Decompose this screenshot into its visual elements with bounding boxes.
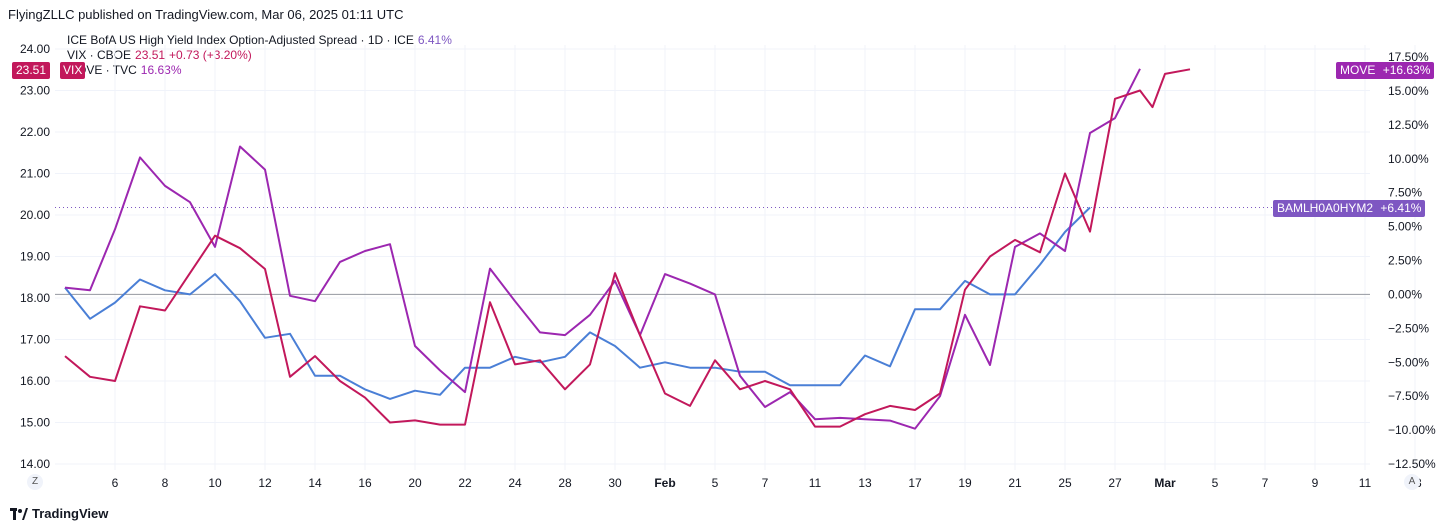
left-tick-label: 20.00 xyxy=(20,208,50,222)
x-tick-label: 9 xyxy=(1312,476,1319,490)
vix-price-badge: 23.51 xyxy=(12,62,51,79)
x-tick-label: 6 xyxy=(112,476,119,490)
left-tick-label: 21.00 xyxy=(20,167,50,181)
x-tick-label: 12 xyxy=(258,476,272,490)
x-tick-label: 13 xyxy=(858,476,872,490)
right-tick-label: −2.50% xyxy=(1388,321,1429,335)
brand-name: TradingView xyxy=(32,506,109,521)
vix-label-badge: VIX xyxy=(60,62,86,79)
publish-attribution: FlyingZLLC published on TradingView.com,… xyxy=(8,7,404,22)
right-tick-label: 12.50% xyxy=(1388,118,1429,132)
move-badge: MOVE +16.63% xyxy=(1336,62,1435,79)
x-tick-label: 22 xyxy=(458,476,472,490)
bamlh-badge: BAMLH0A0HYM2 +6.41% xyxy=(1273,200,1426,217)
right-tick-label: −7.50% xyxy=(1388,389,1429,403)
series-line-bamlh0a0hym2 xyxy=(64,206,1091,400)
left-scale-label: Z xyxy=(31,476,39,487)
x-tick-label: 27 xyxy=(1108,476,1122,490)
legend-vix-change: +0.73 (+3.20%) xyxy=(169,48,252,62)
right-tick-label: −5.00% xyxy=(1388,355,1429,369)
right-scale-label: A xyxy=(1408,476,1416,487)
x-tick-label: 7 xyxy=(1262,476,1269,490)
right-tick-label: 17.50% xyxy=(1388,50,1429,64)
right-tick-label: 2.50% xyxy=(1388,254,1422,268)
series-line-move xyxy=(64,68,1141,430)
x-tick-label: 8 xyxy=(162,476,169,490)
tradingview-logo-icon xyxy=(10,507,28,520)
x-tick-label: 16 xyxy=(358,476,372,490)
right-tick-label: 0.00% xyxy=(1388,287,1422,301)
left-tick-label: 19.00 xyxy=(20,250,50,264)
x-tick-label: 5 xyxy=(712,476,719,490)
right-scale-button[interactable]: A xyxy=(1404,474,1420,490)
left-tick-label: 23.00 xyxy=(20,84,50,98)
left-scale-button[interactable]: Z xyxy=(27,474,43,490)
x-tick-label: Feb xyxy=(654,476,675,490)
legend-bamlh-name: ICE BofA US High Yield Index Option-Adju… xyxy=(67,33,414,47)
x-tick-label: 20 xyxy=(408,476,422,490)
vix-price-badge-value: 23.51 xyxy=(16,63,47,77)
x-tick-label: 5 xyxy=(1212,476,1219,490)
left-tick-label: 22.00 xyxy=(20,125,50,139)
x-tick-label: Mar xyxy=(1154,476,1176,490)
x-tick-label: 14 xyxy=(308,476,322,490)
move-badge-label: MOVE xyxy=(1340,63,1376,77)
right-tick-label: 10.00% xyxy=(1388,152,1429,166)
x-tick-label: 7 xyxy=(762,476,769,490)
bamlh-badge-label: BAMLH0A0HYM2 xyxy=(1277,201,1374,215)
left-tick-label: 15.00 xyxy=(20,416,50,430)
chart-canvas[interactable]: 6 8 10 12 14 16 20 22 24 28 30 Feb 5 7 11 13 17 19 21 25 27 M… xyxy=(0,0,1456,500)
tradingview-brand[interactable]: TradingView xyxy=(10,506,108,521)
legend-bamlh-value: 6.41% xyxy=(417,33,452,47)
x-tick-label: 11 xyxy=(809,476,822,490)
legend-vix-value: 23.51 xyxy=(135,48,166,62)
bamlh-badge-value: +6.41% xyxy=(1380,201,1422,215)
right-tick-label: −12.50% xyxy=(1388,457,1436,471)
x-tick-label: 24 xyxy=(508,476,522,490)
left-tick-label: 16.00 xyxy=(20,374,50,388)
vix-label-badge-text: VIX xyxy=(63,63,83,77)
x-tick-label: 28 xyxy=(558,476,572,490)
left-tick-label: 14.00 xyxy=(20,457,50,471)
right-tick-label: 5.00% xyxy=(1388,220,1422,234)
series-line-vix xyxy=(64,68,1191,428)
x-tick-label: 11 xyxy=(1359,476,1372,490)
right-tick-label: 7.50% xyxy=(1388,186,1422,200)
right-tick-label: 15.00% xyxy=(1388,84,1429,98)
left-tick-label: 24.00 xyxy=(20,42,50,56)
move-badge-value: +16.63% xyxy=(1382,63,1431,77)
x-tick-label: 25 xyxy=(1058,476,1072,490)
x-tick-label: 30 xyxy=(608,476,622,490)
x-tick-label: 19 xyxy=(958,476,972,490)
legend-move-value: 16.63% xyxy=(140,63,182,77)
legend-row-bamlh[interactable]: ICE BofA US High Yield Index Option-Adju… xyxy=(67,33,456,48)
left-tick-label: 18.00 xyxy=(20,291,50,305)
x-tick-label: 17 xyxy=(908,476,922,490)
x-tick-label: 21 xyxy=(1008,476,1022,490)
x-tick-label: 10 xyxy=(208,476,222,490)
left-tick-label: 17.00 xyxy=(20,333,50,347)
right-tick-label: −10.00% xyxy=(1388,423,1436,437)
